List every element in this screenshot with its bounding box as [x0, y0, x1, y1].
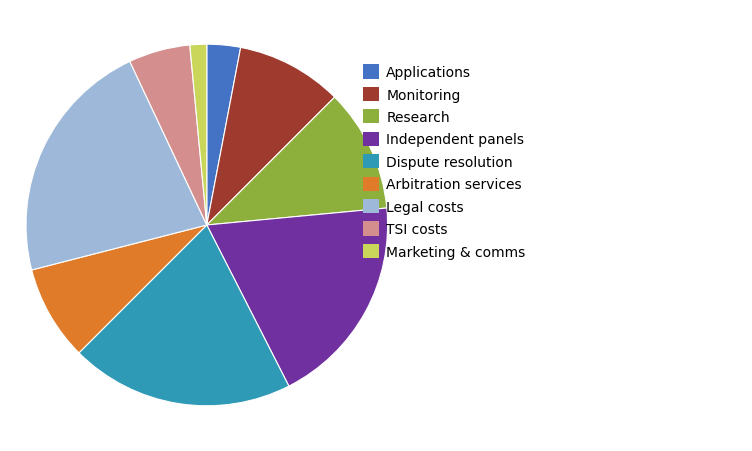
Wedge shape [207, 45, 241, 226]
Wedge shape [130, 46, 207, 226]
Wedge shape [190, 45, 207, 226]
Wedge shape [79, 226, 289, 406]
Wedge shape [32, 226, 207, 353]
Wedge shape [207, 98, 387, 226]
Wedge shape [26, 62, 207, 270]
Legend: Applications, Monitoring, Research, Independent panels, Dispute resolution, Arbi: Applications, Monitoring, Research, Inde… [359, 61, 529, 263]
Wedge shape [207, 208, 387, 386]
Wedge shape [207, 48, 335, 226]
